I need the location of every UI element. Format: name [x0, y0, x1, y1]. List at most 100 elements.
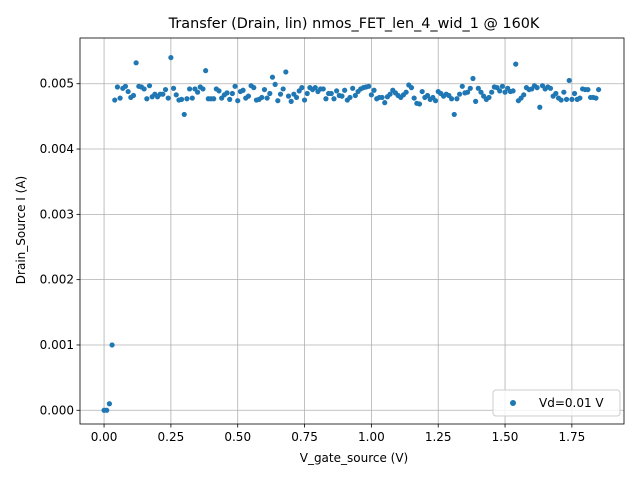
data-point: [537, 104, 543, 110]
data-point: [561, 89, 567, 95]
data-point: [165, 95, 171, 101]
data-point: [240, 87, 246, 93]
data-point: [432, 98, 439, 104]
data-point: [106, 401, 113, 407]
x-tick-label: 0.75: [291, 430, 318, 444]
data-point: [195, 89, 201, 95]
data-point: [411, 95, 417, 101]
data-point: [146, 83, 153, 89]
data-point: [189, 95, 195, 101]
data-point: [224, 90, 230, 96]
data-point: [510, 88, 516, 94]
x-tick-label: 0.25: [158, 430, 185, 444]
data-point: [467, 85, 473, 91]
data-point: [547, 85, 554, 91]
data-point: [211, 96, 217, 102]
x-tick-label: 1.75: [559, 430, 586, 444]
y-tick-label: 0.005: [40, 77, 74, 91]
data-point: [178, 96, 185, 102]
data-point: [104, 407, 110, 413]
data-point: [304, 90, 310, 97]
data-point: [593, 95, 599, 101]
data-point: [577, 95, 583, 101]
data-point: [339, 93, 345, 99]
data-point: [261, 86, 268, 93]
data-point: [235, 98, 241, 104]
data-point: [229, 90, 235, 97]
y-axis-ticks: 0.000 0.001 0.002 0.003 0.004 0.005: [40, 77, 80, 417]
data-point: [251, 85, 257, 91]
x-axis-label: V_gate_source (V): [300, 451, 409, 465]
data-point: [371, 87, 377, 93]
data-point: [299, 85, 305, 91]
data-point: [232, 83, 238, 89]
data-point: [558, 97, 564, 103]
data-point: [144, 96, 150, 102]
y-tick-label: 0.003: [40, 207, 74, 221]
data-point: [424, 92, 431, 99]
data-point: [569, 96, 575, 102]
data-point: [200, 86, 206, 92]
data-point: [416, 101, 423, 107]
data-point: [350, 85, 356, 91]
data-point: [513, 61, 519, 67]
data-point: [368, 92, 374, 98]
data-point: [109, 342, 115, 348]
data-point: [403, 89, 409, 95]
y-tick-label: 0.002: [40, 273, 74, 287]
y-axis-label: Drain_Source I (A): [14, 176, 28, 284]
data-point: [301, 97, 308, 103]
data-point: [216, 88, 222, 94]
data-point: [130, 92, 137, 99]
data-point: [366, 83, 372, 89]
data-point: [312, 85, 318, 91]
data-point: [267, 90, 273, 97]
data-point: [571, 90, 578, 97]
data-point: [259, 94, 265, 101]
data-point: [489, 89, 495, 95]
data-point: [160, 91, 166, 97]
data-point: [114, 84, 121, 90]
data-point: [465, 89, 471, 95]
data-point: [245, 93, 252, 99]
data-point: [486, 94, 492, 101]
data-point: [347, 94, 353, 101]
data-point: [566, 77, 572, 84]
y-tick-label: 0.001: [40, 338, 74, 352]
data-point: [285, 93, 292, 99]
data-point: [563, 96, 570, 102]
data-point: [553, 90, 559, 97]
data-point: [141, 86, 147, 92]
x-tick-label: 0.50: [224, 430, 251, 444]
data-point: [473, 98, 479, 104]
data-point: [125, 88, 131, 95]
data-point: [478, 89, 484, 95]
data-point: [203, 68, 209, 74]
data-point: [264, 95, 270, 101]
data-point: [187, 86, 193, 92]
data-point: [162, 86, 169, 93]
data-point: [170, 85, 177, 91]
data-point: [456, 91, 463, 97]
data-point: [334, 88, 340, 94]
x-axis-ticks: 0.00 0.25 0.50 0.75 1.00 1.25 1.50 1.75: [91, 424, 586, 444]
data-point: [293, 94, 300, 101]
data-point: [227, 96, 233, 102]
data-point: [596, 86, 602, 93]
data-point: [342, 87, 348, 93]
data-point: [499, 83, 505, 89]
data-point: [122, 83, 129, 89]
data-point: [133, 60, 139, 66]
data-point: [352, 92, 358, 99]
data-point: [272, 81, 278, 87]
data-point: [184, 96, 190, 102]
x-tick-label: 1.00: [358, 430, 385, 444]
plot-frame: [79, 37, 625, 425]
data-point: [173, 92, 179, 98]
data-point: [470, 75, 476, 82]
data-point: [379, 94, 385, 101]
data-point: [277, 91, 284, 97]
data-point: [320, 86, 326, 92]
data-point: [283, 69, 289, 75]
